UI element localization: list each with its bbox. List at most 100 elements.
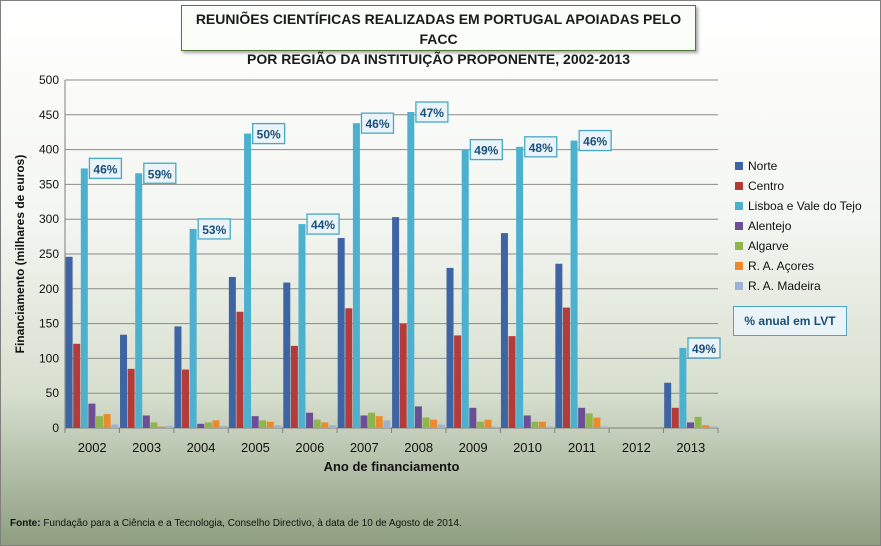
bar bbox=[65, 256, 73, 428]
percentage-label-box bbox=[360, 112, 395, 134]
percentage-label: 53% bbox=[202, 223, 226, 237]
bar bbox=[212, 420, 220, 428]
legend-label: R. A. Açores bbox=[748, 259, 815, 273]
bar bbox=[182, 369, 190, 428]
percentage-label: 50% bbox=[257, 128, 281, 142]
percentage-label: 46% bbox=[93, 162, 117, 176]
y-tick-label: 300 bbox=[39, 212, 59, 226]
x-tick-label: 2011 bbox=[568, 440, 596, 455]
bar bbox=[508, 336, 516, 428]
percentage-label-box bbox=[524, 136, 558, 158]
x-tick-label: 2009 bbox=[459, 440, 488, 455]
bar bbox=[174, 326, 182, 428]
bar bbox=[484, 419, 492, 428]
bar bbox=[671, 407, 679, 428]
bar bbox=[694, 416, 702, 428]
y-tick-label: 250 bbox=[39, 247, 59, 261]
bar bbox=[664, 382, 672, 428]
x-tick-label: 2013 bbox=[676, 440, 705, 455]
bar bbox=[446, 267, 454, 428]
bar bbox=[476, 421, 484, 428]
percentage-label-box bbox=[143, 162, 177, 184]
bar bbox=[709, 426, 717, 428]
percentage-label: 46% bbox=[365, 117, 389, 131]
x-axis-title: Ano de financiamento bbox=[324, 459, 460, 474]
bar bbox=[321, 422, 329, 428]
percentage-label: 48% bbox=[529, 141, 553, 155]
percentage-label-box bbox=[88, 157, 123, 180]
bar bbox=[251, 416, 259, 428]
bar bbox=[150, 422, 158, 428]
bar bbox=[702, 425, 710, 428]
bar bbox=[679, 347, 687, 428]
bar bbox=[120, 334, 128, 428]
lvt-annotation-box: % anual em LVT bbox=[733, 306, 847, 336]
percentage-label-box bbox=[252, 122, 286, 145]
bar bbox=[399, 323, 407, 428]
bar bbox=[368, 412, 376, 428]
percentage-label: 46% bbox=[583, 135, 607, 149]
y-tick-label: 500 bbox=[39, 73, 59, 87]
y-tick-label: 350 bbox=[39, 177, 59, 191]
bar bbox=[546, 426, 554, 428]
y-tick-label: 100 bbox=[39, 351, 59, 365]
bar bbox=[165, 425, 173, 428]
legend-swatch bbox=[735, 242, 743, 250]
bar bbox=[73, 343, 81, 428]
legend-label: Centro bbox=[748, 179, 785, 193]
percentage-label-box bbox=[306, 213, 340, 235]
legend-label: Alentejo bbox=[748, 219, 792, 233]
percentage-label-box bbox=[687, 337, 721, 359]
bar bbox=[523, 415, 531, 428]
bar bbox=[274, 425, 282, 428]
source-text: Fundação para a Ciência e a Tecnologia, … bbox=[40, 518, 462, 529]
percentage-label: 49% bbox=[692, 342, 716, 356]
bar bbox=[266, 421, 274, 428]
bar bbox=[337, 237, 345, 428]
bar bbox=[135, 173, 143, 428]
bar bbox=[383, 420, 391, 428]
percentage-label-box bbox=[578, 129, 612, 152]
legend-swatch bbox=[735, 282, 743, 290]
x-tick-label: 2004 bbox=[187, 440, 216, 455]
bar bbox=[88, 403, 96, 428]
bar bbox=[127, 368, 135, 428]
x-tick-label: 2006 bbox=[295, 440, 324, 455]
y-tick-label: 50 bbox=[46, 386, 60, 400]
bar bbox=[283, 282, 291, 428]
bar bbox=[313, 419, 321, 428]
percentage-label: 59% bbox=[148, 167, 172, 181]
y-tick-label: 400 bbox=[39, 143, 59, 157]
x-tick-label: 2002 bbox=[78, 440, 107, 455]
legend-label: Norte bbox=[748, 159, 778, 173]
bar bbox=[600, 426, 608, 428]
bar bbox=[197, 423, 205, 428]
bar bbox=[80, 168, 88, 428]
bar bbox=[578, 407, 586, 428]
bar bbox=[492, 426, 500, 428]
x-tick-label: 2007 bbox=[350, 440, 379, 455]
y-tick-label: 0 bbox=[52, 421, 59, 435]
bar bbox=[220, 425, 228, 428]
bar bbox=[96, 416, 104, 428]
bar bbox=[469, 407, 477, 428]
x-tick-label: 2003 bbox=[132, 440, 161, 455]
x-tick-label: 2005 bbox=[241, 440, 270, 455]
bar bbox=[392, 217, 400, 428]
bar bbox=[204, 422, 212, 428]
bar bbox=[244, 133, 252, 429]
chart-title-line2: POR REGIÃO DA INSTITUIÇÃO PROPONENTE, 20… bbox=[246, 51, 630, 67]
source-footer: Fonte: Fundação para a Ciência e a Tecno… bbox=[10, 518, 462, 529]
y-tick-label: 450 bbox=[39, 108, 59, 122]
percentage-label: 49% bbox=[474, 144, 498, 158]
bar bbox=[259, 420, 267, 428]
bar bbox=[500, 233, 508, 428]
bar bbox=[593, 417, 601, 428]
percentage-label-box bbox=[197, 218, 231, 240]
legend-label: Algarve bbox=[748, 239, 789, 253]
bar bbox=[430, 419, 438, 428]
bar bbox=[538, 421, 546, 428]
legend-label: R. A. Madeira bbox=[748, 279, 821, 293]
percentage-label-box bbox=[469, 138, 503, 161]
